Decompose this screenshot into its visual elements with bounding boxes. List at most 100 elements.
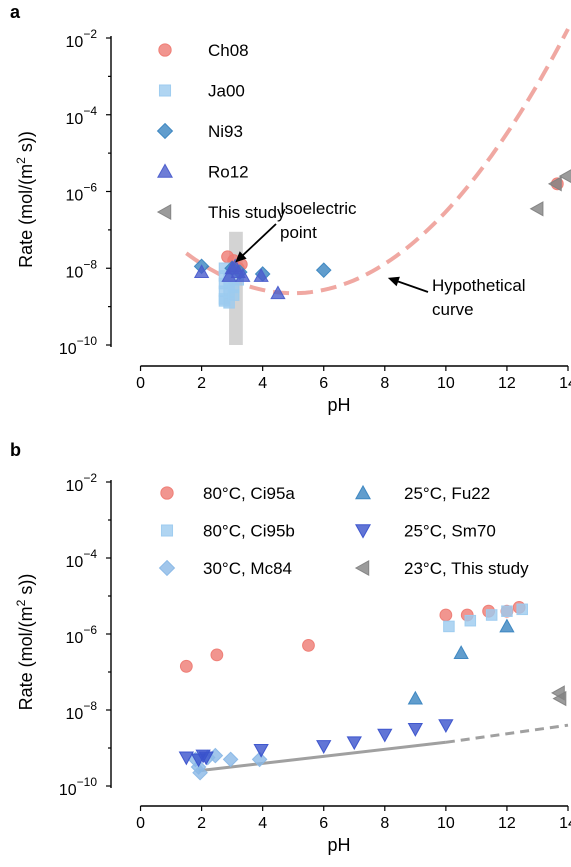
- series-25-c-fu22: [407, 618, 515, 705]
- x-tick-label: 4: [258, 815, 267, 832]
- y-tick-exponent: −4: [83, 547, 97, 561]
- legend-item: 25°C, Sm70: [355, 522, 496, 541]
- x-tick-label: 0: [136, 815, 145, 832]
- y-tick-exponent: −10: [77, 334, 98, 348]
- x-tick-label: 6: [319, 375, 328, 392]
- data-point: [438, 719, 454, 734]
- y-tick-label: 10−2: [66, 471, 98, 495]
- annotation-text: curve: [432, 300, 474, 319]
- data-point: [251, 751, 268, 768]
- y-tick-label: 10−2: [66, 27, 98, 51]
- legend-item: 25°C, Fu22: [355, 484, 490, 503]
- y-tick-base: 10: [66, 264, 84, 281]
- legend-item: 23°C, This study: [354, 559, 529, 578]
- legend-marker: [160, 524, 174, 537]
- legend-marker: [158, 43, 172, 57]
- x-tick-label: 12: [498, 375, 516, 392]
- legend-label: Ro12: [208, 163, 249, 182]
- trend-line-solid: [198, 740, 447, 773]
- y-tick-base: 10: [66, 630, 84, 647]
- data-point: [315, 262, 332, 279]
- y-tick-exponent: −2: [83, 27, 97, 41]
- legend-item: Ro12: [157, 163, 249, 182]
- data-point: [227, 289, 240, 301]
- legend-label: Ni93: [208, 122, 243, 141]
- legend-item: 80°C, Ci95a: [160, 484, 295, 503]
- data-point: [210, 648, 224, 662]
- data-point: [235, 268, 251, 282]
- annotation-arrow-head: [235, 251, 247, 263]
- legend-label: 30°C, Mc84: [203, 559, 292, 578]
- data-point: [439, 608, 453, 622]
- data-point: [302, 639, 315, 652]
- y-axis-title-sup: 2: [14, 599, 28, 606]
- legend: 80°C, Ci95a 80°C, Ci95b 30°C, Mc84 25°C, Fu…: [158, 484, 529, 578]
- annotation-arrow-line: [238, 223, 277, 260]
- x-tick-label: 12: [498, 815, 516, 832]
- x-tick-label: 8: [380, 375, 389, 392]
- data-point: [178, 751, 195, 766]
- series-this-study: [529, 169, 571, 217]
- y-tick-label: 10−4: [66, 104, 98, 128]
- series-23-c-this-study: [550, 685, 567, 707]
- annotation-text: point: [280, 223, 317, 242]
- data-point: [316, 740, 332, 754]
- y-tick-label: 10−8: [66, 257, 98, 281]
- y-tick-exponent: −10: [77, 775, 98, 789]
- legend-marker: [158, 559, 176, 577]
- legend-marker: [160, 486, 174, 500]
- x-tick-label: 0: [136, 375, 145, 392]
- legend-label: Ja00: [208, 82, 245, 101]
- legend-label: 25°C, Fu22: [404, 484, 490, 503]
- x-tick-label: 8: [380, 815, 389, 832]
- x-tick-label: 10: [437, 815, 455, 832]
- x-tick-label: 2: [197, 815, 206, 832]
- data-point: [377, 728, 393, 743]
- x-tick-label: 14: [559, 375, 571, 392]
- series-80-c-ci95a: [179, 601, 526, 673]
- hypothetical-curve: [185, 28, 570, 296]
- data-point: [346, 736, 362, 751]
- y-axis-title-part: Rate (mol/(m: [16, 606, 36, 710]
- data-point: [453, 645, 469, 659]
- y-tick-base: 10: [66, 34, 84, 51]
- data-point: [464, 614, 477, 627]
- legend-marker: [156, 204, 172, 220]
- series-ro12: [193, 258, 286, 300]
- data-point: [270, 285, 286, 300]
- data-point: [547, 176, 562, 192]
- x-axis-title: pH: [327, 835, 350, 855]
- series-80-c-ci95b: [443, 603, 528, 633]
- legend-label: 25°C, Sm70: [404, 522, 496, 541]
- x-tick-label: 14: [559, 815, 571, 832]
- data-point: [253, 743, 269, 758]
- legend-marker: [355, 484, 371, 500]
- data-point: [529, 201, 544, 217]
- y-tick-base: 10: [59, 341, 77, 358]
- data-point: [516, 603, 528, 616]
- legend-label: This study: [208, 203, 286, 222]
- legend-label: 23°C, This study: [404, 559, 529, 578]
- y-tick-base: 10: [59, 782, 77, 799]
- annotation-arrow-line: [393, 278, 429, 293]
- legend-item: 80°C, Ci95b: [160, 522, 295, 541]
- y-tick-exponent: −8: [83, 257, 97, 271]
- y-tick-exponent: −4: [83, 104, 97, 118]
- y-tick-label: 10−10: [59, 334, 97, 358]
- y-tick-exponent: −8: [83, 699, 97, 713]
- annotation-text: Hypothetical: [432, 276, 526, 295]
- y-tick-label: 10−8: [66, 699, 98, 723]
- y-tick-exponent: −2: [83, 471, 97, 485]
- y-tick-label: 10−10: [59, 775, 97, 799]
- y-tick-base: 10: [66, 554, 84, 571]
- y-tick-label: 10−4: [66, 547, 98, 571]
- data-point: [501, 605, 513, 617]
- y-tick-exponent: −6: [83, 181, 97, 195]
- data-point: [407, 690, 424, 705]
- legend-marker: [354, 560, 370, 576]
- data-point: [192, 764, 208, 781]
- data-point: [407, 723, 424, 737]
- y-axis-title-part: s)): [16, 131, 36, 157]
